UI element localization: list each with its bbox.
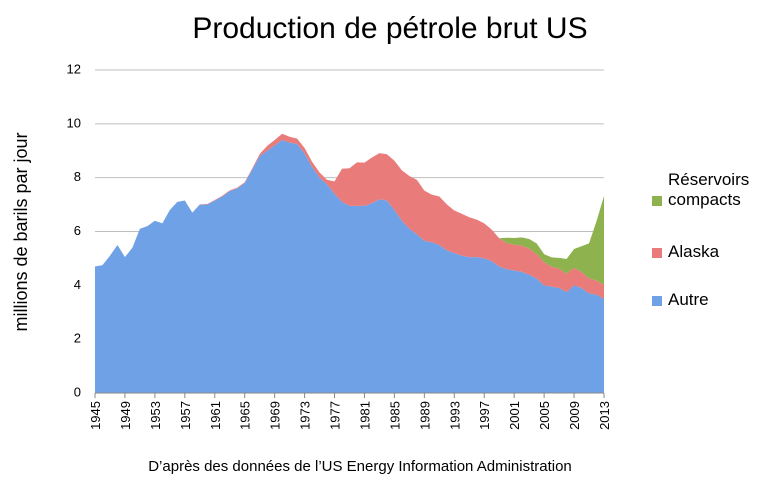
x-tick-label: 1965 [238, 401, 253, 430]
y-tick-label: 6 [74, 223, 81, 238]
y-tick-label: 8 [74, 169, 81, 184]
legend-label: Alaska [668, 242, 720, 261]
y-tick-label: 2 [74, 331, 81, 346]
area [95, 139, 604, 393]
x-tick-label: 1985 [387, 401, 402, 430]
legend-item: Réservoirs compacts [652, 170, 762, 210]
legend-item: Alaska [652, 242, 762, 262]
x-tick-label: 1957 [178, 401, 193, 430]
y-tick-label: 10 [67, 115, 81, 130]
legend-item: Autre [652, 290, 762, 310]
x-tick-label: 1973 [298, 401, 313, 430]
x-tick-label: 1969 [268, 401, 283, 430]
area [95, 133, 604, 299]
x-tick-label: 1997 [477, 401, 492, 430]
legend-swatch [652, 296, 662, 306]
x-tick-label: 1993 [447, 401, 462, 430]
x-tick-label: 2005 [537, 401, 552, 430]
y-axis-label: millions de barils par jour [11, 132, 31, 331]
x-tick-label: 1981 [357, 401, 372, 430]
x-tick-label: 2013 [597, 401, 612, 430]
x-tick-label: 1977 [328, 401, 343, 430]
x-tick-label: 1949 [118, 401, 133, 430]
y-tick-label: 0 [74, 384, 81, 399]
y-tick-label: 12 [67, 61, 81, 76]
x-tick-label: 1945 [88, 401, 103, 430]
x-tick-label: 1953 [148, 401, 163, 430]
chart-title: Production de pétrole brut US [192, 12, 587, 45]
x-tick-label: 1989 [417, 401, 432, 430]
x-tick-label: 2009 [567, 401, 582, 430]
legend-label: Réservoirs compacts [668, 170, 750, 209]
x-tick-label: 2001 [507, 401, 522, 430]
source-note: D’après des données de l’US Energy Infor… [148, 458, 572, 475]
y-tick-label: 4 [74, 277, 81, 292]
x-tick-label: 1961 [208, 401, 223, 430]
legend-swatch [652, 248, 662, 258]
legend-swatch [652, 196, 662, 206]
legend-label: Autre [668, 290, 709, 309]
